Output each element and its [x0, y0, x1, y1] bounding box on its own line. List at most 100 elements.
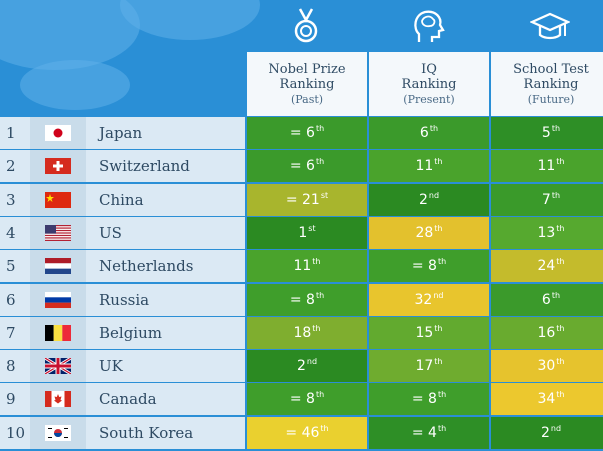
table-row: 10 South Korea = 46th = 4th 2nd: [0, 416, 603, 450]
rank-value: 11: [415, 158, 434, 175]
ordinal-suffix: th: [437, 390, 447, 400]
rank-value: 7: [541, 191, 551, 208]
rank-value: = 4: [411, 424, 437, 441]
ordinal-suffix: th: [556, 323, 565, 333]
rank-cell: 16th: [491, 316, 603, 349]
ordinal-suffix: th: [434, 223, 443, 233]
rank-number: 1: [6, 124, 16, 142]
rank-cell: = 6th: [247, 150, 367, 183]
table-row: 2 Switzerland = 6th 11th 11th: [0, 150, 603, 183]
rank-cell: 2nd: [491, 416, 603, 449]
rank-cell: = 8th: [369, 250, 489, 283]
rank-value: = 6: [289, 125, 315, 141]
column-title: Nobel Prize: [268, 61, 346, 77]
rank-cell: 11th: [369, 150, 489, 183]
rank-cell: 5th: [491, 117, 603, 149]
rank-cell: = 8th: [247, 383, 367, 416]
rank-cell: 2nd: [369, 183, 489, 216]
rank-value: = 6: [289, 158, 315, 175]
rank-value: 32: [414, 291, 433, 308]
ordinal-suffix: th: [556, 223, 565, 233]
rank-cell: = 8th: [247, 283, 367, 316]
ordinal-suffix: th: [437, 423, 447, 433]
country-name: UK: [99, 357, 123, 376]
ordinal-suffix: th: [434, 157, 443, 167]
us-flag-icon: [30, 216, 86, 249]
cn-flag-icon: [30, 183, 86, 216]
rank-value: 6: [541, 291, 551, 308]
ordinal-suffix: th: [556, 157, 565, 167]
rank-cell: 6th: [491, 283, 603, 316]
ordinal-suffix: th: [315, 157, 325, 167]
nl-flag-icon: [30, 250, 86, 283]
rank-value: = 8: [289, 291, 315, 308]
country-name: China: [99, 190, 144, 209]
rank-cell: = 8th: [369, 383, 489, 416]
rank-cell: 32nd: [369, 283, 489, 316]
ordinal-suffix: th: [320, 423, 329, 433]
ordinal-suffix: nd: [428, 190, 440, 200]
rank-value: 11: [537, 158, 556, 175]
rank-cell: = 6th: [247, 117, 367, 149]
country-name: Russia: [99, 290, 150, 309]
rank-value: 5: [541, 125, 551, 141]
column-title: IQ: [421, 61, 437, 77]
uk-flag-icon: [30, 350, 86, 383]
ordinal-suffix: th: [551, 290, 561, 300]
ordinal-suffix: th: [315, 390, 325, 400]
ordinal-suffix: th: [551, 124, 561, 133]
ordinal-suffix: st: [320, 190, 329, 200]
rank-value: 24: [537, 258, 556, 275]
rank-value: 2: [296, 358, 306, 375]
ordinal-suffix: th: [315, 124, 325, 133]
rank-number: 5: [6, 257, 16, 276]
rank-value: 30: [537, 358, 556, 375]
rank-cell: 17th: [369, 350, 489, 383]
rank-value: 2: [540, 424, 550, 441]
rank-cell: 28th: [369, 216, 489, 249]
graduation-cap-icon: [530, 4, 570, 48]
rank-number: 6: [6, 290, 16, 309]
country-name: Belgium: [99, 323, 162, 342]
table-row: 5 Netherlands 11th = 8th 24th: [0, 250, 603, 283]
rank-value: = 8: [411, 391, 437, 408]
column-header: IQ Ranking (Present): [369, 52, 489, 116]
rank-value: = 8: [289, 391, 315, 408]
rank-cell: 7th: [491, 183, 603, 216]
rank-cell: 15th: [369, 316, 489, 349]
column-title: Ranking: [401, 76, 457, 92]
column-header: School Test Ranking (Future): [491, 52, 603, 116]
ordinal-suffix: th: [429, 124, 439, 133]
rank-value: = 8: [411, 258, 437, 275]
ordinal-suffix: th: [556, 390, 565, 400]
rank-cell: = 46th: [247, 416, 367, 449]
rank-cell: = 21st: [247, 183, 367, 216]
rank-cell: 6th: [369, 117, 489, 149]
column-subtitle: (Future): [527, 92, 575, 106]
rank-number: 2: [6, 157, 16, 176]
ordinal-suffix: nd: [433, 290, 444, 300]
rank-cell: 1st: [247, 216, 367, 249]
rank-value: 11: [293, 258, 312, 275]
rank-cell: = 4th: [369, 416, 489, 449]
medal-icon: [286, 4, 326, 48]
rank-number: 9: [6, 390, 16, 409]
rank-value: 18: [293, 324, 312, 341]
country-name: US: [99, 223, 122, 242]
column-title: Ranking: [523, 76, 579, 92]
rank-value: 15: [415, 324, 434, 341]
ordinal-suffix: st: [308, 223, 316, 233]
rank-cell: 11th: [247, 250, 367, 283]
ordinal-suffix: th: [312, 323, 321, 333]
ordinal-suffix: th: [315, 290, 325, 300]
column-subtitle: (Present): [403, 92, 455, 106]
rank-cell: 30th: [491, 350, 603, 383]
map-land: [120, 0, 260, 40]
rank-cell: 13th: [491, 216, 603, 249]
table-row: 1 Japan = 6th 6th 5th: [0, 117, 603, 150]
table-row: 7 Belgium 18th 15th 16th: [0, 316, 603, 350]
table-row: 8 UK 2nd 17th 30th: [0, 350, 603, 383]
ordinal-suffix: nd: [550, 423, 562, 433]
rank-value: 17: [415, 358, 434, 375]
